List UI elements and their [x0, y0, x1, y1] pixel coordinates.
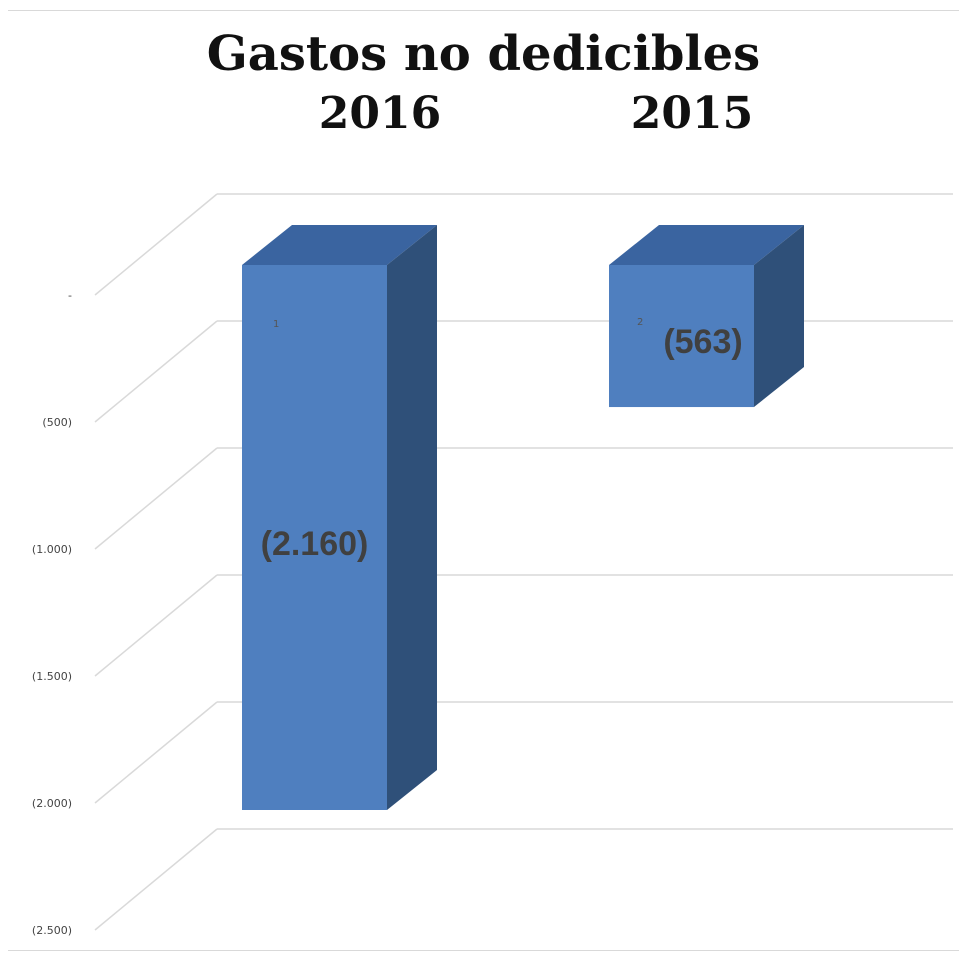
y-tick-label-3: (1.500) [32, 670, 72, 683]
chart-title: Gastos no dedicibles [206, 26, 761, 82]
bar-top-2016 [242, 225, 437, 265]
frame-bottom-border [8, 950, 959, 951]
y-tick-label-0: - [68, 289, 72, 302]
bar-top-2015 [609, 225, 804, 265]
category-label-2016: 2016 [318, 88, 442, 139]
gridline-side-1 [94, 320, 218, 423]
y-tick-label-4: (2.000) [32, 797, 72, 810]
gridline-side-5 [94, 828, 218, 931]
bar-2016 [242, 265, 387, 810]
gridline-side-4 [94, 701, 218, 804]
frame-top-border [8, 10, 959, 11]
y-tick-label-5: (2.500) [32, 924, 72, 937]
category-label-2015: 2015 [630, 88, 754, 139]
bar-index-label-2015: 2 [637, 317, 643, 328]
bar-value-label-2015: (563) [663, 323, 742, 361]
bar-value-label-2016: (2.160) [261, 525, 369, 563]
bar-side-2015 [754, 225, 804, 408]
gridline-side-2 [94, 447, 218, 550]
bar-2015 [609, 265, 754, 408]
y-tick-label-1: (500) [42, 416, 72, 429]
bar-index-label-2016: 1 [273, 319, 279, 330]
y-tick-label-2: (1.000) [32, 543, 72, 556]
gridline-side-3 [94, 574, 218, 677]
gridline-side-0 [94, 193, 218, 296]
bar-side-2016 [387, 225, 437, 810]
